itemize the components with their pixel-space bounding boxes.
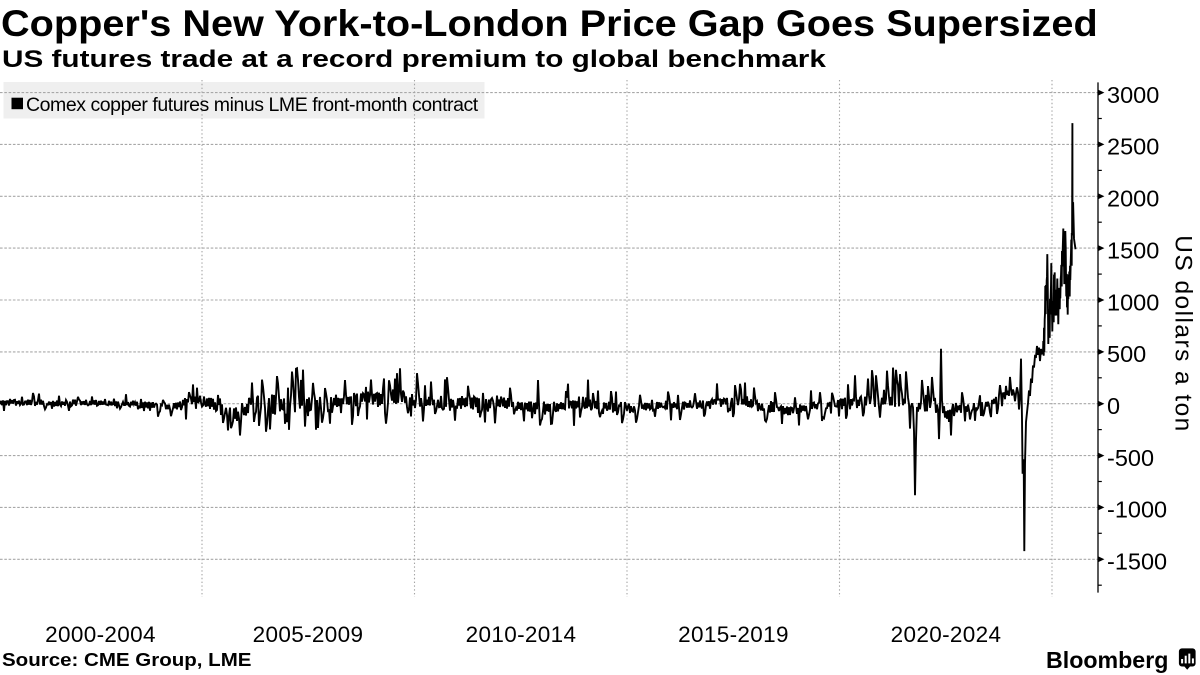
svg-text:-1000: -1000 [1107,497,1167,523]
svg-text:2000-2004: 2000-2004 [45,622,156,647]
svg-text:2005-2009: 2005-2009 [253,622,364,647]
svg-text:1500: 1500 [1107,237,1159,263]
svg-text:1000: 1000 [1107,289,1159,315]
svg-text:-1500: -1500 [1107,549,1167,575]
svg-text:500: 500 [1107,341,1146,367]
svg-text:2500: 2500 [1107,134,1159,160]
svg-text:2015-2019: 2015-2019 [678,622,789,647]
svg-text:0: 0 [1107,393,1120,419]
svg-text:2020-2024: 2020-2024 [891,622,1002,647]
svg-text:2000: 2000 [1107,186,1159,212]
svg-text:3000: 3000 [1107,82,1159,108]
svg-text:-500: -500 [1107,445,1154,471]
svg-text:2010-2014: 2010-2014 [466,622,577,647]
svg-text:US dollars a ton: US dollars a ton [1170,235,1197,433]
